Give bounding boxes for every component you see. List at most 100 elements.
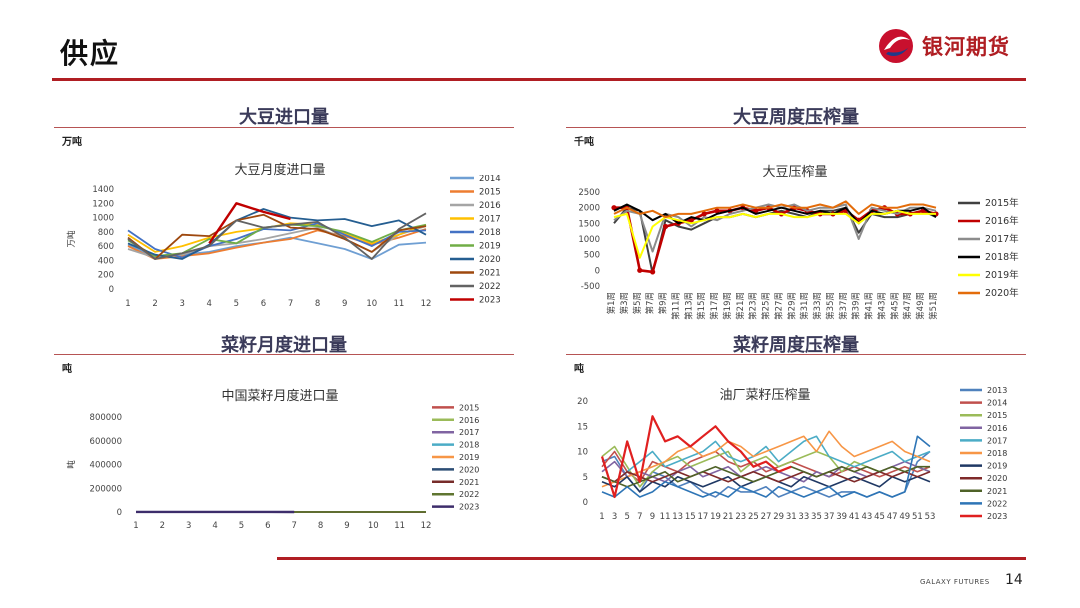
x-tick-label: 第39周	[851, 292, 862, 320]
section-divider	[54, 127, 514, 128]
x-tick-label: 5	[234, 299, 239, 309]
y-tick-label: 200000	[90, 484, 122, 494]
x-tick-label: 第51周	[928, 292, 939, 320]
x-tick-label: 第23周	[748, 292, 759, 320]
x-tick-label: 29	[773, 512, 784, 522]
x-tick-label: 37	[824, 512, 835, 522]
page-title: 供应	[60, 37, 121, 70]
y-tick-label: 20	[577, 397, 588, 407]
legend-label: 2023	[459, 503, 479, 512]
series-line	[613, 209, 936, 259]
chart-title: 油厂菜籽压榨量	[719, 388, 811, 403]
y-tick-label: 500	[584, 251, 600, 261]
x-tick-label: 27	[761, 512, 772, 522]
x-tick-label: 第47周	[902, 292, 913, 320]
x-tick-label: 第49周	[915, 292, 926, 320]
legend-label: 2017年	[985, 233, 1019, 245]
unit-label: 吨	[574, 364, 584, 375]
x-tick-label: 第17周	[709, 292, 720, 320]
legend-label: 2020	[987, 474, 1007, 483]
x-tick-label: 第5周	[632, 292, 643, 314]
x-tick-label: 35	[811, 512, 822, 522]
x-tick-label: 第1周	[606, 292, 617, 314]
page-number: 14	[1005, 572, 1023, 588]
y-axis-label: 万吨	[66, 230, 77, 248]
x-tick-label: 6	[261, 299, 266, 309]
logo-text: 银河期货	[922, 35, 1010, 59]
y-tick-label: 0	[109, 285, 114, 295]
y-tick-label: 0	[117, 508, 122, 518]
x-tick-label: 第19周	[722, 292, 733, 320]
legend-label: 2020年	[985, 287, 1019, 299]
y-tick-label: 1500	[578, 219, 600, 229]
legend-label: 2016	[987, 424, 1007, 433]
section-title-soybean-import: 大豆进口量	[239, 107, 329, 128]
series-line	[127, 222, 427, 259]
section-divider	[566, 127, 1026, 128]
y-tick-label: 10	[577, 448, 588, 458]
legend-label: 2018	[987, 449, 1007, 458]
x-tick-label: 10	[366, 299, 377, 309]
x-tick-label: 3	[612, 512, 617, 522]
legend-label: 2016	[459, 416, 479, 425]
legend-label: 2019	[459, 453, 479, 462]
legend-label: 2016	[479, 201, 501, 211]
series-line	[601, 476, 931, 493]
y-tick-label: 1000	[578, 235, 600, 245]
x-tick-label: 6	[265, 521, 270, 531]
legend-label: 2019	[479, 242, 501, 252]
x-tick-label: 12	[421, 521, 432, 531]
galaxy-logo-icon	[879, 29, 913, 63]
y-axis-label: 吨	[66, 460, 77, 469]
x-tick-label: 第3周	[619, 292, 630, 314]
legend-label: 2014	[987, 399, 1007, 408]
legend-label: 2014	[479, 175, 501, 184]
x-tick-label: 41	[849, 512, 860, 522]
y-tick-label: 1400	[92, 185, 114, 195]
legend-label: 2022	[987, 499, 1007, 508]
legend-label: 2015	[987, 411, 1007, 420]
x-tick-label: 第31周	[799, 292, 810, 320]
x-tick-label: 第13周	[683, 292, 694, 320]
x-tick-label: 10	[368, 521, 379, 531]
legend-label: 2015	[479, 188, 501, 198]
x-tick-label: 第9周	[658, 292, 669, 314]
series-line	[208, 202, 291, 244]
data-point	[753, 208, 759, 214]
x-tick-label: 25	[748, 512, 759, 522]
section-title-rapeseed-crush: 菜籽周度压榨量	[733, 335, 859, 356]
series-line	[127, 213, 427, 260]
x-tick-label: 49	[899, 512, 910, 522]
series-line	[127, 212, 427, 260]
x-tick-label: 第7周	[645, 292, 656, 314]
legend-label: 2022	[459, 490, 479, 499]
x-tick-label: 4	[207, 299, 212, 309]
x-tick-label: 43	[862, 512, 873, 522]
x-tick-label: 7	[637, 512, 642, 522]
x-tick-label: 9	[342, 299, 347, 309]
x-tick-label: 15	[685, 512, 696, 522]
legend-label: 2017	[987, 436, 1007, 445]
x-tick-label: 第41周	[864, 292, 875, 320]
x-tick-label: 33	[798, 512, 809, 522]
x-tick-label: 第15周	[696, 292, 707, 320]
x-tick-label: 第21周	[735, 292, 746, 320]
y-tick-label: 15	[577, 422, 588, 432]
section-divider	[566, 354, 1026, 355]
chart-title: 大豆月度进口量	[234, 163, 326, 178]
x-tick-label: 8	[315, 299, 320, 309]
x-tick-label: 21	[723, 512, 734, 522]
y-tick-label: 2500	[578, 188, 600, 198]
x-tick-label: 4	[212, 521, 217, 531]
x-tick-label: 2	[152, 299, 157, 309]
x-tick-label: 11	[660, 512, 671, 522]
x-tick-label: 第37周	[838, 292, 849, 320]
x-tick-label: 51	[912, 512, 923, 522]
footer-company: GALAXY FUTURES	[920, 578, 990, 586]
data-point	[637, 267, 643, 273]
legend-label: 2018	[479, 228, 501, 238]
series-line	[601, 435, 931, 483]
y-tick-label: 800	[98, 228, 114, 238]
